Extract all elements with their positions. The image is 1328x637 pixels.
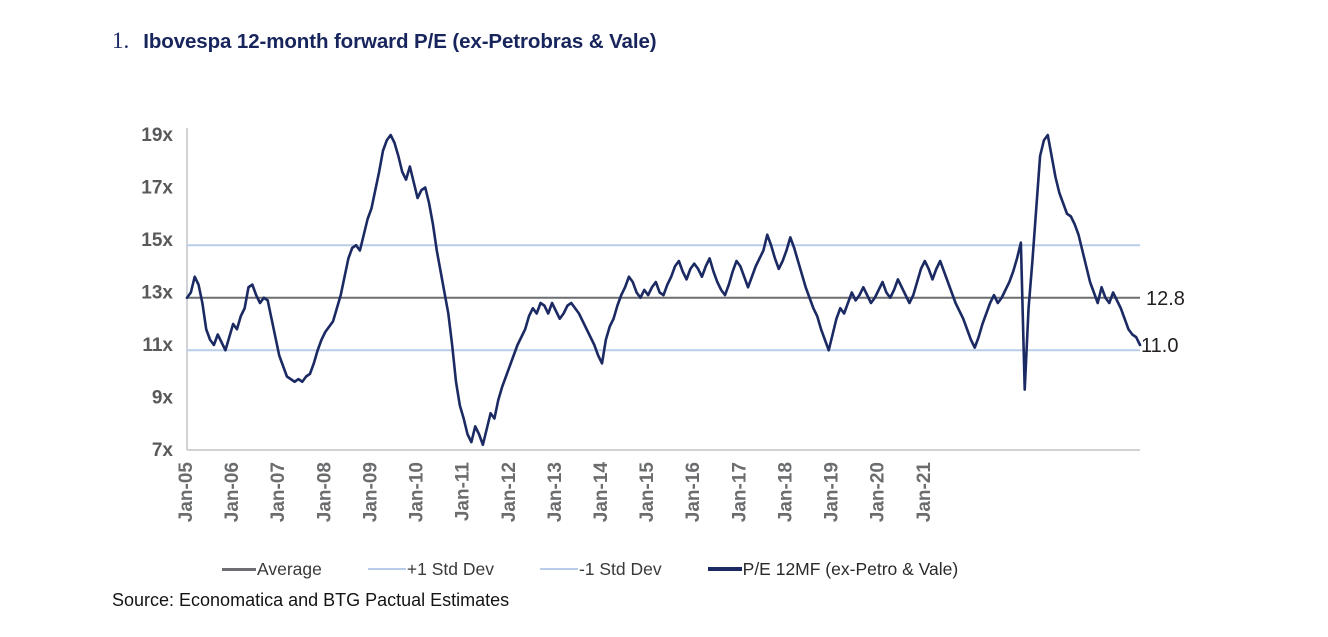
x-axis-tick-label: Jan-19: [822, 462, 843, 522]
y-axis-tick-label: 11x: [142, 335, 173, 356]
x-axis-tick-label: Jan-21: [914, 462, 935, 523]
x-axis-tick-label: Jan-16: [683, 462, 704, 522]
x-axis-tick-label: Jan-10: [407, 462, 428, 522]
average-value-label: 12.8: [1146, 288, 1185, 310]
title-number: 1.: [112, 28, 130, 53]
x-axis-tick-label: Jan-17: [729, 462, 750, 522]
y-axis-tick-label: 13x: [141, 283, 173, 304]
x-axis-tick-label: Jan-14: [591, 462, 612, 523]
legend-label-pe-12mf: P/E 12MF (ex-Petro & Vale): [742, 558, 959, 579]
y-axis-tick-label: 9x: [152, 388, 174, 409]
page-title: 1. Ibovespa 12-month forward P/E (ex-Pet…: [112, 28, 657, 54]
x-axis-tick-label: Jan-12: [499, 462, 520, 522]
legend-label-minus-one-std-dev: -1 Std Dev: [578, 558, 662, 579]
x-axis-tick-label: Jan-13: [545, 462, 566, 522]
x-axis-tick-label: Jan-06: [222, 462, 243, 522]
legend-swatch-pe-12mf-icon: [707, 567, 742, 571]
legend-label-plus-one-std-dev: +1 Std Dev: [406, 558, 494, 579]
series-line-pe-12mf: [185, 133, 1142, 447]
legend-swatch-plus-std-dev-icon: [367, 568, 406, 570]
x-axis-tick-label: Jan-09: [361, 462, 382, 522]
legend-item-plus-one-std-dev[interactable]: +1 Std Dev: [367, 558, 494, 580]
legend-swatch-minus-std-dev-icon: [539, 568, 578, 570]
y-axis-tick-label: 7x: [152, 440, 174, 461]
last-value-label: 11.0: [1141, 335, 1178, 357]
x-axis-tick-label: Jan-18: [776, 462, 797, 522]
x-axis-tick-label: Jan-11: [453, 462, 474, 522]
legend-swatch-average-icon: [222, 567, 256, 571]
legend-item-average[interactable]: Average: [222, 559, 322, 580]
y-axis-tick-label: 15x: [141, 230, 173, 251]
y-axis-tick-label: 19x: [141, 125, 173, 146]
chart-legend: Average +1 Std Dev -1 Std Dev P/E 12MF (…: [222, 556, 1132, 582]
title-text: Ibovespa 12-month forward P/E (ex-Petrob…: [143, 30, 657, 53]
source-note: Source: Economatica and BTG Pactual Esti…: [112, 590, 510, 610]
y-axis-tick-label: 17x: [141, 178, 173, 199]
x-axis-tick-label: Jan-07: [268, 462, 289, 522]
legend-item-pe-12mf[interactable]: P/E 12MF (ex-Petro & Vale): [707, 558, 959, 580]
legend-label-average: Average: [257, 558, 322, 579]
x-axis-tick-label: Jan-05: [176, 462, 197, 523]
legend-item-minus-one-std-dev[interactable]: -1 Std Dev: [539, 558, 662, 580]
x-axis-tick-label: Jan-20: [868, 462, 889, 522]
x-axis-tick-label: Jan-08: [314, 462, 335, 522]
x-axis-tick-label: Jan-15: [637, 462, 658, 523]
